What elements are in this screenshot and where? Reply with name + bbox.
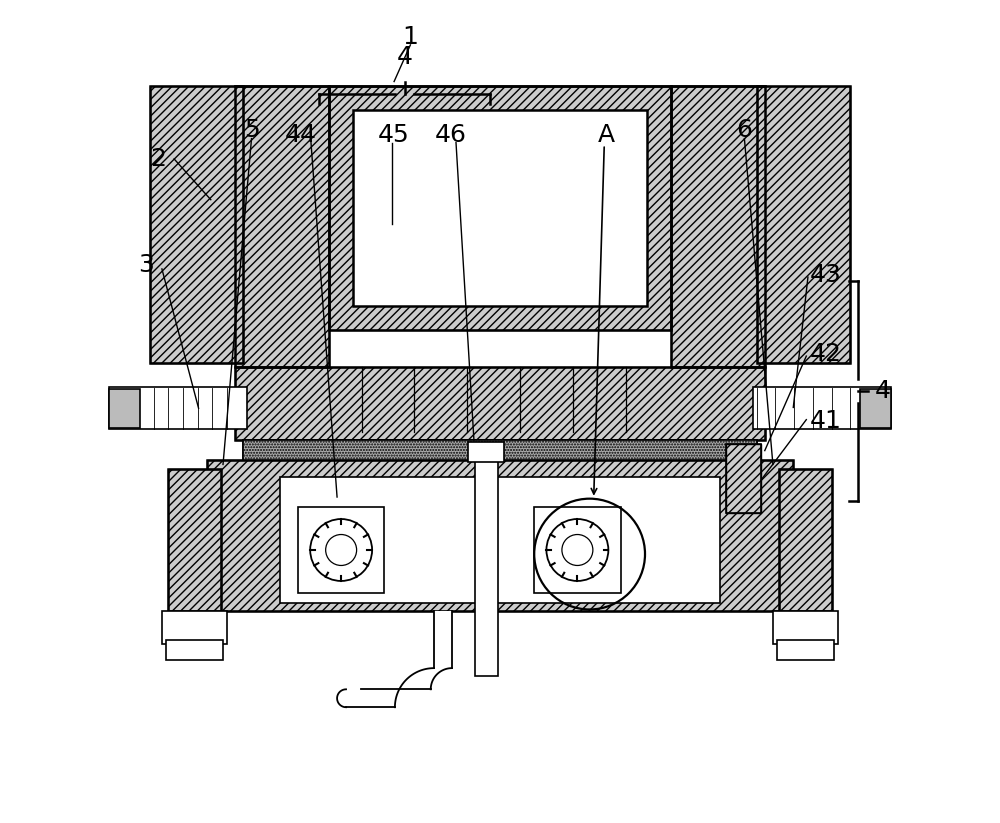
Text: 1: 1 <box>402 25 418 49</box>
Text: 4: 4 <box>397 45 413 69</box>
Bar <box>353 110 647 305</box>
Bar <box>757 86 850 363</box>
Text: A: A <box>597 123 614 146</box>
Bar <box>235 86 329 367</box>
Bar <box>753 387 891 430</box>
Bar <box>168 468 221 611</box>
Bar <box>168 468 221 611</box>
Bar <box>109 387 247 430</box>
Text: 2: 2 <box>150 147 166 171</box>
Bar <box>329 86 671 330</box>
Text: 44: 44 <box>284 123 316 146</box>
Text: 3: 3 <box>138 253 154 277</box>
Text: 46: 46 <box>435 123 467 146</box>
Bar <box>243 440 757 460</box>
Text: 42: 42 <box>810 342 842 366</box>
Bar <box>757 86 850 363</box>
Bar <box>475 458 498 677</box>
Bar <box>243 440 757 460</box>
Text: 45: 45 <box>378 123 410 146</box>
Bar <box>779 468 832 611</box>
Bar <box>150 86 243 363</box>
Bar <box>235 86 329 367</box>
Bar <box>860 388 891 428</box>
Bar <box>779 468 832 611</box>
Bar <box>777 639 834 660</box>
Circle shape <box>310 519 372 581</box>
Text: 4: 4 <box>875 379 891 403</box>
Bar <box>671 86 765 367</box>
Bar <box>726 444 761 514</box>
Bar <box>329 86 671 330</box>
Bar <box>346 690 395 707</box>
Bar <box>726 444 761 514</box>
Bar <box>671 86 765 367</box>
Circle shape <box>546 519 608 581</box>
Bar <box>207 460 793 611</box>
Bar <box>207 460 793 611</box>
Bar <box>235 367 765 440</box>
Bar <box>534 507 621 593</box>
Text: 6: 6 <box>736 119 752 142</box>
Bar <box>280 477 720 603</box>
Text: 41: 41 <box>810 409 841 433</box>
Bar <box>773 611 838 644</box>
Text: 5: 5 <box>244 119 259 142</box>
Bar <box>434 611 452 668</box>
Bar <box>166 639 223 660</box>
Bar <box>298 507 384 593</box>
Bar <box>162 611 227 644</box>
Bar <box>109 388 140 428</box>
Bar <box>468 443 504 462</box>
Text: 43: 43 <box>810 263 841 286</box>
Bar <box>235 367 765 440</box>
Bar <box>150 86 243 363</box>
